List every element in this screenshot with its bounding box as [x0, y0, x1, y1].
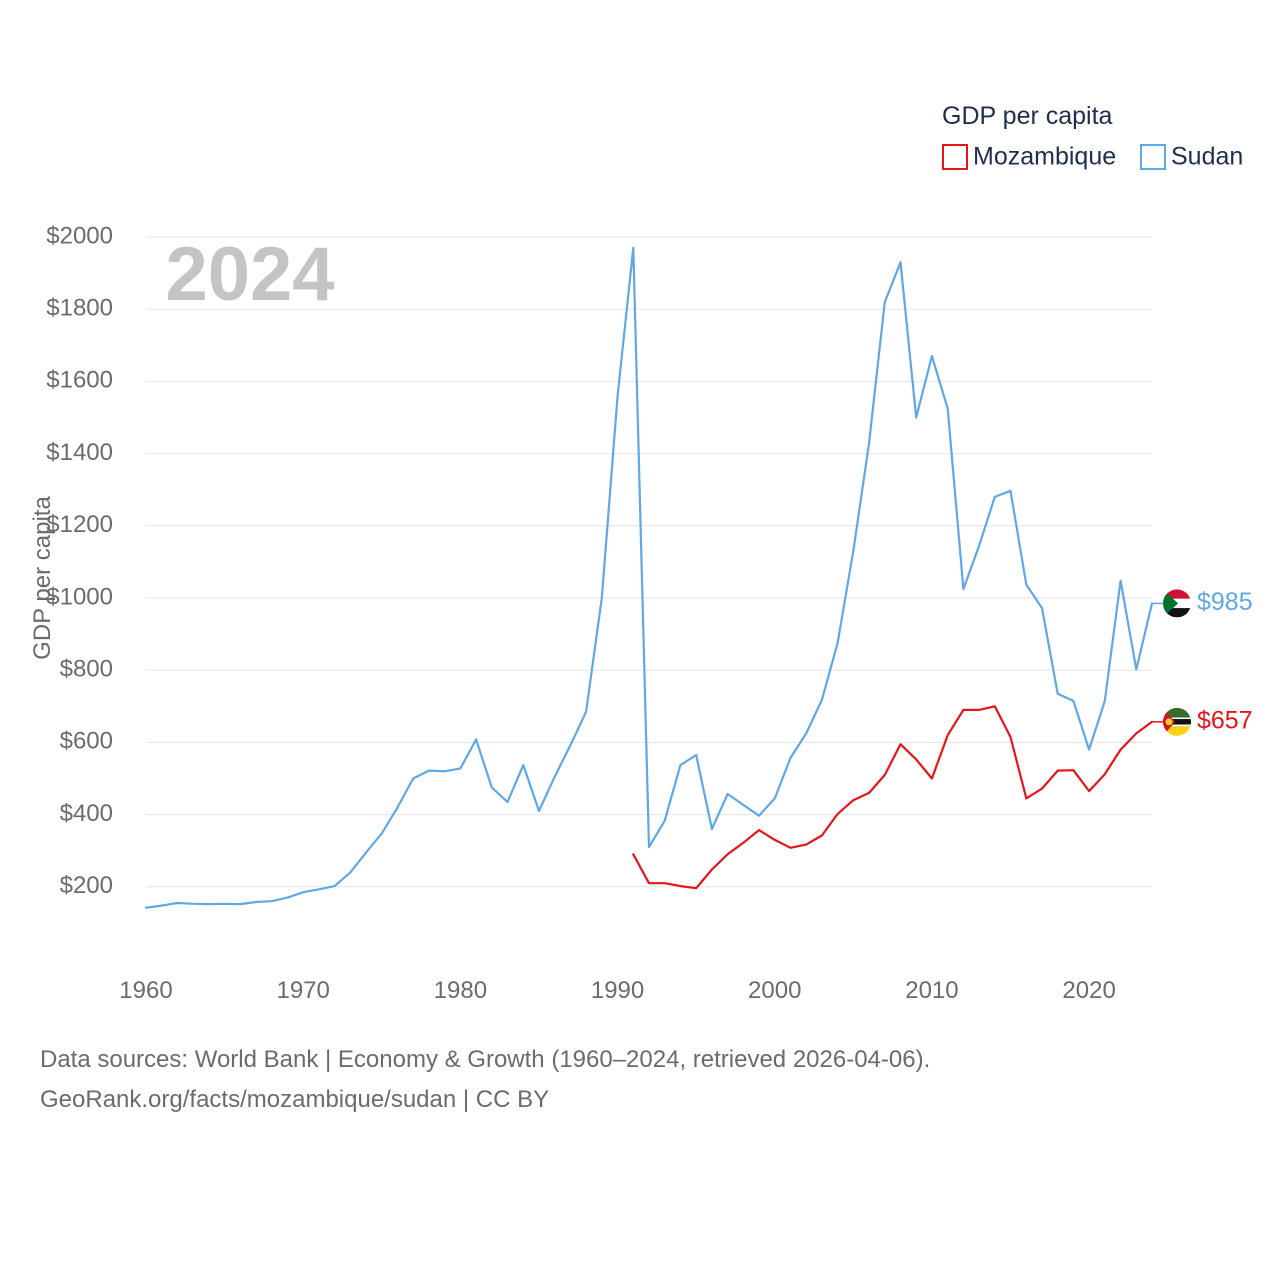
x-axis-ticks: 1960 1970 1980 1990 2000 2010 2020 — [119, 977, 1116, 1004]
legend-swatch-sudan[interactable] — [1140, 144, 1166, 170]
y-tick-label: $1600 — [46, 367, 113, 394]
x-tick-label: 1990 — [591, 977, 644, 1004]
gridlines — [146, 236, 1152, 888]
x-tick-label: 1980 — [434, 977, 487, 1004]
sudan-flag-icon — [1163, 589, 1191, 618]
x-tick-label: 1970 — [276, 977, 329, 1004]
x-tick-label: 2000 — [748, 977, 801, 1004]
footer-credit[interactable]: GeoRank.org/facts/mozambique/sudan | CC … — [40, 1086, 550, 1113]
end-labels: $657 $985 — [1152, 588, 1253, 736]
y-tick-label: $1400 — [46, 439, 113, 466]
legend: GDP per capita Mozambique Sudan — [942, 102, 1243, 171]
series-layer — [144, 246, 1154, 909]
y-tick-label: $800 — [60, 656, 113, 683]
x-tick-label: 1960 — [119, 977, 172, 1004]
year-watermark: 2024 — [165, 232, 334, 317]
y-axis-label: GDP per capita — [29, 496, 56, 660]
y-tick-label: $400 — [60, 800, 113, 827]
footer-sources: Data sources: World Bank | Economy & Gro… — [40, 1046, 931, 1073]
legend-label-sudan[interactable]: Sudan — [1171, 143, 1243, 171]
y-tick-label: $1200 — [46, 511, 113, 538]
y-tick-label: $600 — [60, 728, 113, 755]
mozambique-flag-icon — [1163, 707, 1191, 736]
series-line-sudan[interactable] — [144, 246, 1154, 909]
y-axis-ticks: $200 $400 $600 $800 $1000 $1200 $1400 $1600 $180… — [46, 222, 113, 899]
x-tick-label: 2010 — [905, 977, 958, 1004]
legend-label-mozambique[interactable]: Mozambique — [973, 143, 1116, 171]
y-tick-label: $1800 — [46, 295, 113, 322]
y-tick-label: $1000 — [46, 583, 113, 610]
x-tick-label: 2020 — [1062, 977, 1115, 1004]
end-label-mozambique: $657 — [1197, 706, 1253, 734]
legend-swatch-mozambique[interactable] — [942, 144, 968, 170]
y-tick-label: $2000 — [46, 222, 113, 249]
end-label-sudan: $985 — [1197, 588, 1253, 616]
series-line-mozambique[interactable] — [632, 705, 1154, 890]
y-tick-label: $200 — [60, 872, 113, 899]
legend-title: GDP per capita — [942, 102, 1113, 130]
